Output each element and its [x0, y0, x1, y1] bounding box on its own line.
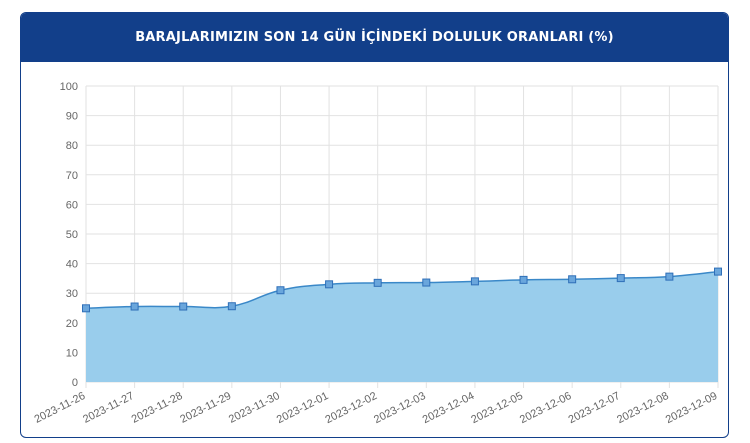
x-tick-label: 2023-12-01	[275, 390, 331, 426]
data-point-2023-12-01[interactable]	[325, 280, 334, 289]
series-area-fill	[86, 271, 718, 382]
x-tick-label: 2023-11-28	[130, 390, 185, 426]
chart-title: BARAJLARIMIZIN SON 14 GÜN İÇİNDEKİ DOLUL…	[135, 30, 614, 45]
y-tick-label: 0	[72, 377, 78, 389]
y-tick-label: 60	[66, 199, 78, 211]
x-tick-label: 2023-12-09	[664, 390, 720, 426]
x-tick-label: 2023-12-07	[567, 390, 623, 426]
x-tick-label: 2023-12-04	[421, 390, 477, 426]
y-tick-label: 40	[66, 259, 78, 271]
data-point-2023-11-27[interactable]	[130, 302, 139, 311]
data-point-2023-12-03[interactable]	[422, 278, 431, 287]
x-tick-label: 2023-11-29	[178, 390, 233, 426]
x-tick-label: 2023-12-05	[469, 390, 525, 426]
y-tick-label: 90	[66, 111, 78, 123]
marker-layer	[82, 267, 722, 313]
data-point-2023-11-26[interactable]	[82, 304, 90, 313]
data-point-2023-11-30[interactable]	[276, 286, 285, 295]
data-point-2023-12-07[interactable]	[616, 274, 625, 283]
series-line	[85, 270, 719, 310]
y-axis-ticks: 0 10 20 30 40 50 60 70 80 90 100	[60, 81, 78, 389]
data-point-2023-12-06[interactable]	[568, 275, 577, 284]
x-tick-label: 2023-11-27	[81, 390, 136, 426]
y-tick-label: 50	[66, 229, 78, 241]
data-point-2023-12-09[interactable]	[714, 267, 722, 276]
x-tick-label: 2023-12-03	[372, 390, 428, 426]
x-tick-label: 2023-11-26	[33, 390, 88, 426]
y-tick-label: 10	[66, 347, 78, 359]
data-point-2023-11-28[interactable]	[179, 302, 188, 311]
data-point-2023-12-04[interactable]	[470, 277, 479, 286]
y-tick-label: 70	[66, 170, 78, 182]
x-axis-ticks: 2023-11-262023-11-272023-11-282023-11-29…	[33, 390, 720, 426]
y-tick-label: 80	[66, 140, 78, 152]
x-tick-label: 2023-12-08	[615, 390, 671, 426]
chart-header: BARAJLARIMIZIN SON 14 GÜN İÇİNDEKİ DOLUL…	[21, 13, 728, 62]
y-tick-label: 100	[60, 81, 78, 93]
data-point-2023-12-05[interactable]	[519, 275, 528, 284]
y-tick-label: 30	[66, 288, 78, 300]
data-point-2023-12-02[interactable]	[373, 278, 382, 287]
area-layer	[85, 270, 719, 382]
chart-card: BARAJLARIMIZIN SON 14 GÜN İÇİNDEKİ DOLUL…	[20, 12, 729, 438]
y-tick-label: 20	[66, 318, 78, 330]
x-tick-label: 2023-12-02	[323, 390, 379, 426]
chart-area: 0 10 20 30 40 50 60 70 80 90 100 2023-11-26 2023-11…	[21, 62, 728, 437]
x-tick-label: 2023-12-06	[518, 390, 574, 426]
x-tick-label: 2023-11-30	[227, 390, 282, 426]
data-point-2023-11-29[interactable]	[227, 302, 236, 311]
data-point-2023-12-08[interactable]	[665, 272, 674, 281]
